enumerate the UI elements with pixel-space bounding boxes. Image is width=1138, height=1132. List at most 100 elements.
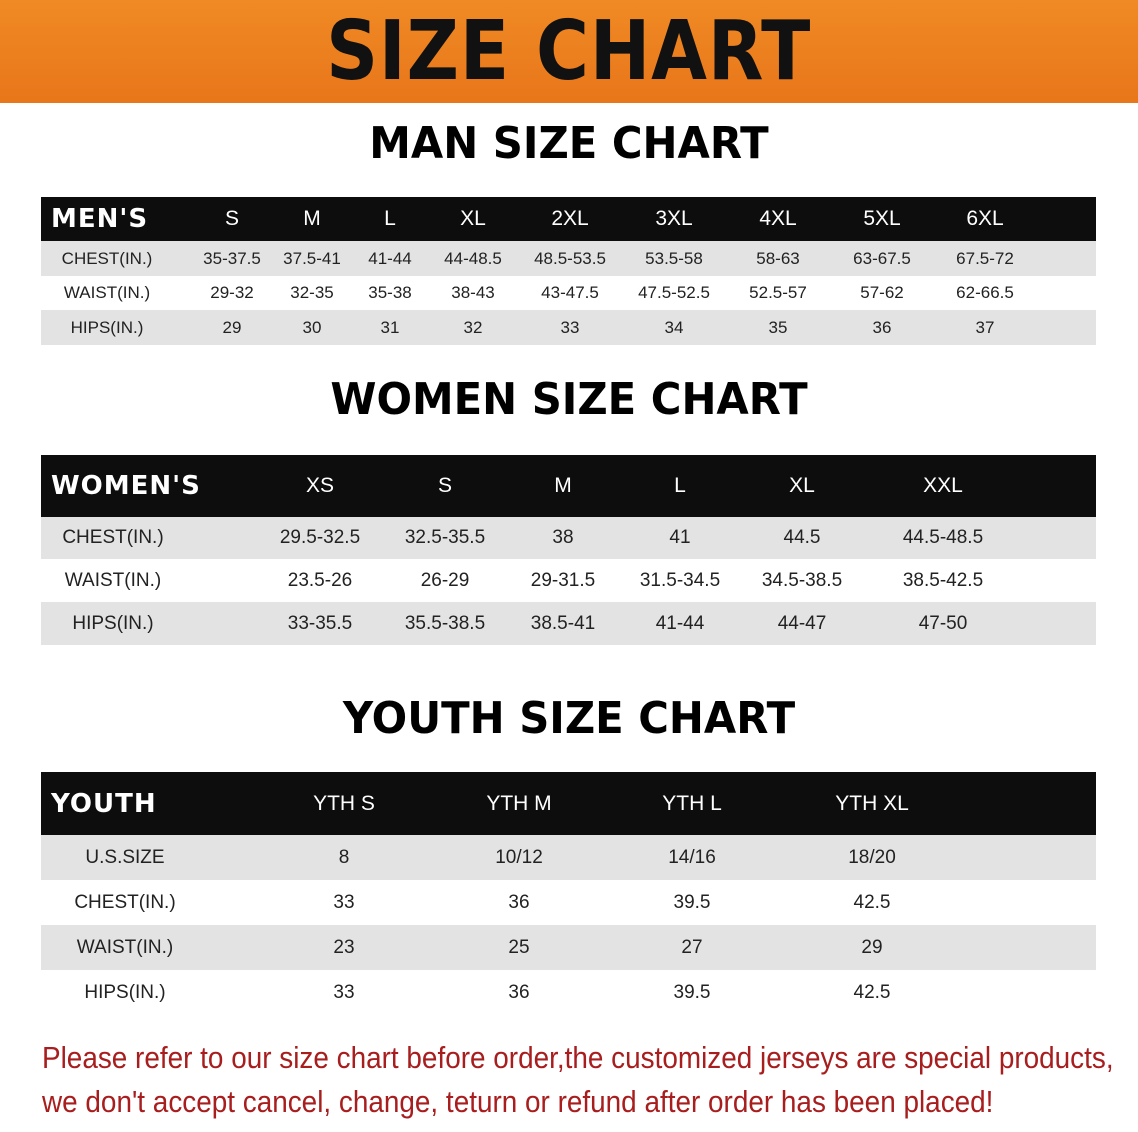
size-header-cell: M <box>303 207 321 230</box>
table-cell: 34 <box>664 317 684 337</box>
table-cell: 29 <box>222 317 242 337</box>
table-cell: 41-44 <box>368 248 412 268</box>
youth-section-title: YOUTH SIZE CHART <box>342 693 796 744</box>
table-cell: 47.5-52.5 <box>638 283 710 302</box>
table-cell: 39.5 <box>673 891 711 913</box>
table-cell: 32.5-35.5 <box>404 527 486 548</box>
measurement-label: CHEST(IN.) <box>74 891 176 913</box>
women-section-title: WOMEN SIZE CHART <box>330 374 808 425</box>
size-header-cell: M <box>554 474 572 497</box>
measurement-label: WAIST(IN.) <box>64 569 162 591</box>
size-header-cell: 3XL <box>655 207 693 230</box>
size-header-cell: YTH L <box>662 791 722 815</box>
page-title: SIZE CHART <box>326 4 812 99</box>
table-cell: 18/20 <box>848 846 896 868</box>
table-cell: 44.5 <box>783 527 821 548</box>
table-row: HIPS(IN.) 29 30 31 32 33 34 35 36 37 <box>41 310 1096 345</box>
table-cell: 10/12 <box>495 846 543 868</box>
youth-size-table: YOUTH YTH S YTH M YTH L YTH XL U.S.SIZE 8 10/12… <box>41 772 1096 1016</box>
measurement-label: CHEST(IN.) <box>62 527 164 548</box>
size-header-cell: L <box>384 207 396 230</box>
size-header-cell: 6XL <box>966 207 1004 230</box>
table-cell: 29 <box>861 936 883 958</box>
table-cell: 44.5-48.5 <box>902 527 984 548</box>
table-row: WAIST(IN.) 23 25 27 29 <box>41 925 1096 970</box>
size-header-cell: 4XL <box>759 207 797 230</box>
size-header-cell: 5XL <box>863 207 901 230</box>
table-cell: 29-32 <box>210 283 254 302</box>
size-header-cell: XL <box>460 207 486 230</box>
table-cell: 33-35.5 <box>287 612 353 634</box>
table-cell: 47-50 <box>918 612 968 634</box>
table-row: CHEST(IN.) 29.5-32.5 32.5-35.5 38 41 44.5 44.5… <box>41 517 1096 559</box>
order-notice: Please refer to our size chart before or… <box>42 1036 1131 1124</box>
table-cell: 57-62 <box>860 283 904 302</box>
table-cell: 42.5 <box>853 891 891 913</box>
table-cell: 67.5-72 <box>956 248 1014 268</box>
table-cell: 52.5-57 <box>749 283 807 302</box>
table-cell: 25 <box>508 936 530 958</box>
table-row: U.S.SIZE 8 10/12 14/16 18/20 <box>41 835 1096 880</box>
size-header-cell: L <box>674 474 686 497</box>
table-cell: 27 <box>681 936 703 958</box>
table-cell: 8 <box>338 846 350 868</box>
table-cell: 62-66.5 <box>956 283 1014 302</box>
table-cell: 53.5-58 <box>645 248 703 268</box>
measurement-label: HIPS(IN.) <box>72 612 154 634</box>
table-cell: 30 <box>302 317 322 337</box>
table-cell: 43-47.5 <box>541 283 599 302</box>
size-header-cell: YTH M <box>486 791 552 815</box>
table-cell: 36 <box>508 891 530 913</box>
table-cell: 26-29 <box>420 569 470 591</box>
table-cell: 33 <box>560 317 580 337</box>
notice-line-2: we don't accept cancel, change, teturn o… <box>42 1084 994 1119</box>
table-cell: 37.5-41 <box>283 248 341 268</box>
table-header-row: WOMEN'S XS S M L XL XXL <box>41 455 1096 517</box>
measurement-label: HIPS(IN.) <box>84 982 166 1003</box>
table-title-cell: WOMEN'S <box>51 471 201 501</box>
size-header-cell: 2XL <box>551 207 589 230</box>
size-header-cell: YTH S <box>313 791 375 815</box>
table-header-row: YOUTH YTH S YTH M YTH L YTH XL <box>41 772 1096 835</box>
table-cell: 32-35 <box>290 283 334 302</box>
size-header-cell: S <box>437 474 453 497</box>
table-row: HIPS(IN.) 33-35.5 35.5-38.5 38.5-41 41-44 44-… <box>41 602 1096 645</box>
table-cell: 31 <box>380 317 400 337</box>
table-cell: 44-47 <box>777 612 827 634</box>
table-row: WAIST(IN.) 23.5-26 26-29 29-31.5 31.5-34.5 34… <box>41 559 1096 602</box>
size-header-cell: XL <box>789 474 815 497</box>
table-cell: 41-44 <box>655 612 705 634</box>
table-cell: 29.5-32.5 <box>279 527 361 548</box>
table-cell: 38 <box>552 527 574 548</box>
men-size-table: MEN'S S M L XL 2XL 3XL 4XL 5XL 6XL CHEST(IN.) 35-37… <box>41 197 1096 345</box>
measurement-label: WAIST(IN.) <box>63 283 151 302</box>
table-cell: 44-48.5 <box>444 248 502 268</box>
table-cell: 39.5 <box>673 982 711 1003</box>
men-section-title: MAN SIZE CHART <box>369 118 769 169</box>
table-cell: 58-63 <box>756 248 800 268</box>
measurement-label: WAIST(IN.) <box>76 936 174 958</box>
table-cell: 34.5-38.5 <box>761 569 843 591</box>
table-cell: 36 <box>872 317 892 337</box>
table-cell: 31.5-34.5 <box>639 569 721 591</box>
table-title-cell: YOUTH <box>51 788 157 819</box>
women-size-table: WOMEN'S XS S M L XL XXL CHEST(IN.) 29.5-32.5 32.5… <box>41 455 1096 645</box>
table-cell: 63-67.5 <box>853 248 911 268</box>
size-header-cell: XS <box>305 474 335 497</box>
table-cell: 35-38 <box>368 283 412 302</box>
table-cell: 37 <box>975 317 995 337</box>
table-row: CHEST(IN.) 35-37.5 37.5-41 41-44 44-48.5 48.5… <box>41 241 1096 276</box>
table-cell: 38.5-42.5 <box>902 569 984 591</box>
table-cell: 35-37.5 <box>203 248 261 268</box>
table-cell: 14/16 <box>668 846 716 868</box>
table-cell: 35 <box>768 317 788 337</box>
table-header-row: MEN'S S M L XL 2XL 3XL 4XL 5XL 6XL <box>41 197 1096 241</box>
measurement-label: CHEST(IN.) <box>61 248 153 268</box>
table-row: CHEST(IN.) 33 36 39.5 42.5 <box>41 880 1096 925</box>
table-cell: 41 <box>669 527 691 548</box>
measurement-label: HIPS(IN.) <box>70 317 144 337</box>
table-cell: 32 <box>463 317 483 337</box>
measurement-label: U.S.SIZE <box>85 846 165 868</box>
table-cell: 48.5-53.5 <box>534 248 606 268</box>
table-row: HIPS(IN.) 33 36 39.5 42.5 <box>41 970 1096 1016</box>
